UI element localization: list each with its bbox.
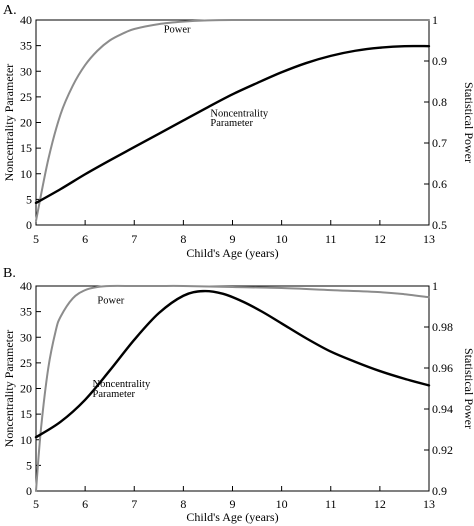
series-annotation: Noncentrality xyxy=(210,108,268,119)
x-tick-label: 8 xyxy=(180,497,186,511)
panel-label: A. xyxy=(3,3,17,18)
y-axis-title: Noncentrality Parameter xyxy=(2,330,16,448)
y-tick-label: 40 xyxy=(20,13,32,27)
y-tick-label: 25 xyxy=(20,356,32,370)
x-tick-label: 11 xyxy=(325,497,337,511)
y-tick-label: 35 xyxy=(20,305,32,319)
y2-tick-label: 1 xyxy=(432,13,438,27)
y2-tick-label: 0.92 xyxy=(432,443,453,457)
y2-axis-title: Statistical Power xyxy=(462,348,474,429)
series-annotation: Parameter xyxy=(92,389,135,400)
x-tick-label: 6 xyxy=(82,497,88,511)
power-series-line xyxy=(35,284,430,492)
y2-tick-label: 0.5 xyxy=(432,218,447,232)
y2-tick-label: 0.98 xyxy=(432,320,453,334)
x-tick-label: 8 xyxy=(180,232,186,246)
y2-tick-label: 0.96 xyxy=(432,361,453,375)
x-axis-title: Child's Age (years) xyxy=(186,510,278,524)
y-axis-title: Noncentrality Parameter xyxy=(2,64,16,182)
y-tick-label: 10 xyxy=(20,167,32,181)
x-tick-label: 10 xyxy=(276,497,288,511)
x-tick-label: 10 xyxy=(276,232,288,246)
y2-tick-label: 0.94 xyxy=(432,402,453,416)
noncentrality-series-line xyxy=(34,44,431,205)
y2-axis-title: Statistical Power xyxy=(462,82,474,163)
series-annotation: Parameter xyxy=(210,118,253,129)
series-annotation: Power xyxy=(164,24,191,35)
noncentrality-series-line xyxy=(34,289,431,439)
y-tick-label: 10 xyxy=(20,433,32,447)
y-tick-label: 30 xyxy=(20,330,32,344)
panel-label: B. xyxy=(3,266,16,281)
y2-tick-label: 0.6 xyxy=(432,177,447,191)
power-series-line xyxy=(35,18,430,222)
x-axis-title: Child's Age (years) xyxy=(186,246,278,260)
y2-tick-label: 0.9 xyxy=(432,484,447,498)
panel-a: A.5 6 7 8 9 10 11 12 1305101520253035400.50.60.7… xyxy=(2,3,474,260)
y-tick-label: 5 xyxy=(26,458,32,472)
y-tick-label: 20 xyxy=(20,116,32,130)
y-tick-label: 5 xyxy=(26,192,32,206)
x-tick-label: 13 xyxy=(423,497,435,511)
x-tick-label: 12 xyxy=(374,497,386,511)
y2-tick-label: 0.7 xyxy=(432,136,447,150)
series-annotation: Power xyxy=(97,295,124,306)
y2-tick-label: 1 xyxy=(432,279,438,293)
x-tick-label: 9 xyxy=(230,232,236,246)
x-tick-label: 11 xyxy=(325,232,337,246)
panel-b: B.5 6 7 8 9 10 11 12 1305101520253035400.90.920.… xyxy=(2,266,474,524)
y-tick-label: 35 xyxy=(20,39,32,53)
x-tick-label: 5 xyxy=(33,232,39,246)
x-tick-label: 5 xyxy=(33,497,39,511)
y-tick-label: 25 xyxy=(20,90,32,104)
y-tick-label: 15 xyxy=(20,141,32,155)
y2-tick-label: 0.8 xyxy=(432,95,447,109)
y-tick-label: 40 xyxy=(20,279,32,293)
y-tick-label: 15 xyxy=(20,407,32,421)
y-tick-label: 20 xyxy=(20,382,32,396)
y2-tick-label: 0.9 xyxy=(432,54,447,68)
y-tick-label: 30 xyxy=(20,64,32,78)
series-annotation: Noncentrality xyxy=(92,379,150,390)
y-tick-label: 0 xyxy=(26,484,32,498)
x-tick-label: 7 xyxy=(131,232,137,246)
x-tick-label: 7 xyxy=(131,497,137,511)
x-tick-label: 13 xyxy=(423,232,435,246)
x-tick-label: 6 xyxy=(82,232,88,246)
x-tick-label: 9 xyxy=(230,497,236,511)
y-tick-label: 0 xyxy=(26,218,32,232)
x-tick-label: 12 xyxy=(374,232,386,246)
